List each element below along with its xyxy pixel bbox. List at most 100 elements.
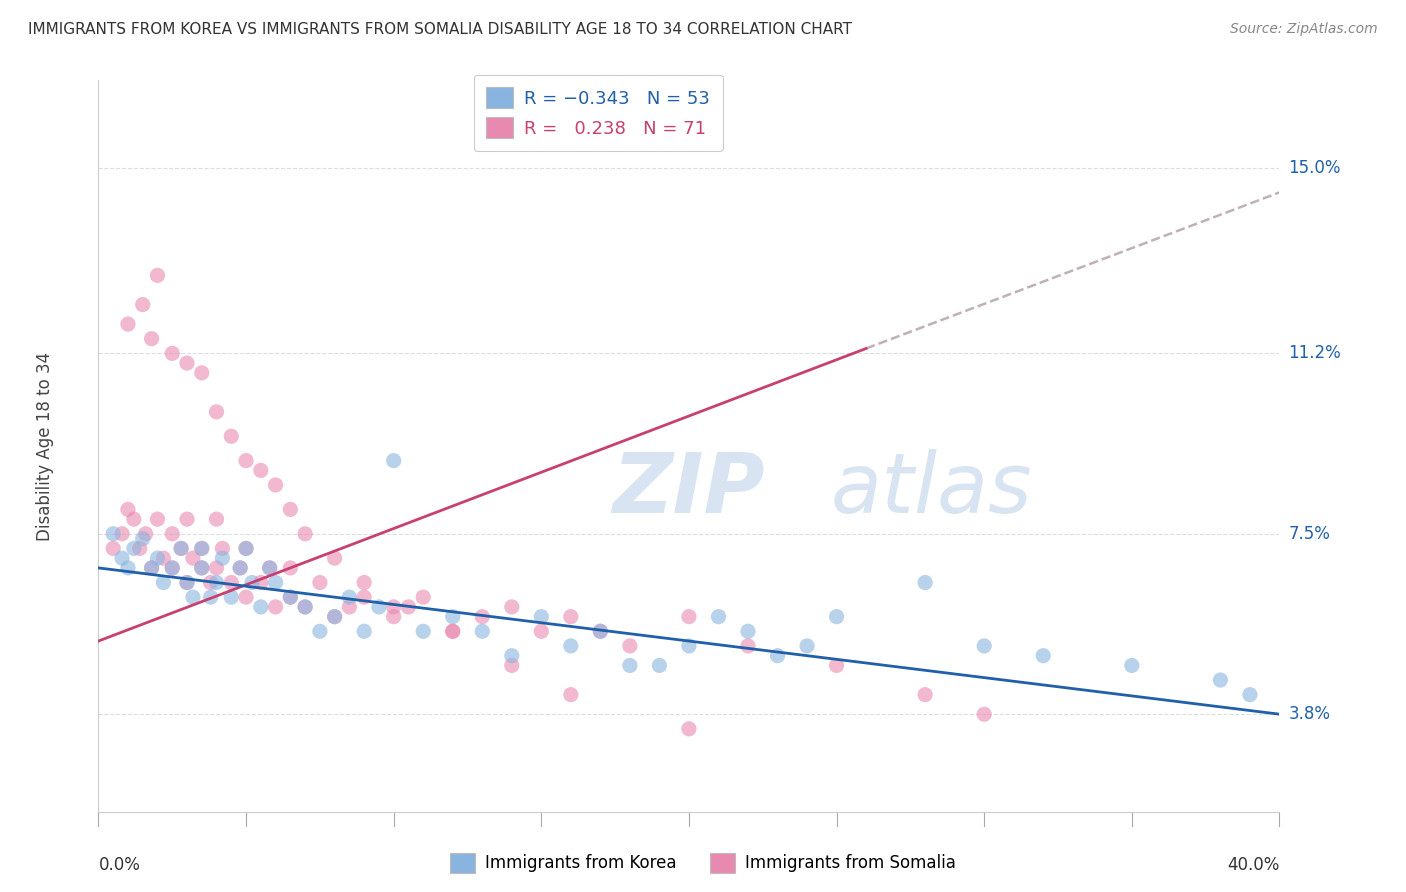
Point	[229, 561, 252, 575]
Point	[235, 541, 257, 556]
Point	[211, 541, 233, 556]
Point	[200, 590, 222, 604]
Point	[103, 526, 125, 541]
Point	[471, 624, 494, 639]
Point	[560, 639, 582, 653]
Point	[501, 599, 523, 614]
Point	[132, 297, 155, 311]
Text: 40.0%: 40.0%	[1227, 855, 1279, 873]
Point	[973, 639, 995, 653]
Point	[170, 541, 193, 556]
Point	[132, 532, 155, 546]
Point	[339, 599, 361, 614]
Point	[589, 624, 612, 639]
Point	[796, 639, 818, 653]
Point	[264, 575, 287, 590]
Point	[368, 599, 391, 614]
Point	[501, 648, 523, 663]
Point	[250, 599, 273, 614]
Point	[259, 561, 281, 575]
Point	[1209, 673, 1232, 687]
Point	[309, 575, 332, 590]
Text: 3.8%: 3.8%	[1288, 706, 1330, 723]
Point	[117, 561, 139, 575]
Point	[205, 512, 228, 526]
Point	[619, 639, 641, 653]
Point	[170, 541, 193, 556]
Point	[309, 624, 332, 639]
Point	[1239, 688, 1261, 702]
Point	[1121, 658, 1143, 673]
Point	[181, 551, 204, 566]
Point	[737, 624, 759, 639]
Point	[205, 575, 228, 590]
Point	[412, 590, 434, 604]
Point	[441, 624, 464, 639]
Text: atlas: atlas	[831, 450, 1032, 531]
Text: Source: ZipAtlas.com: Source: ZipAtlas.com	[1230, 22, 1378, 37]
Point	[353, 590, 375, 604]
Point	[280, 590, 302, 604]
Point	[176, 356, 198, 370]
Text: 15.0%: 15.0%	[1288, 159, 1341, 177]
Point	[294, 599, 316, 614]
Point	[441, 609, 464, 624]
Point	[560, 609, 582, 624]
Point	[146, 268, 169, 283]
Point	[382, 599, 405, 614]
Point	[914, 688, 936, 702]
Point	[264, 599, 287, 614]
Point	[323, 551, 346, 566]
Point	[211, 551, 233, 566]
Legend: Immigrants from Korea, Immigrants from Somalia: Immigrants from Korea, Immigrants from S…	[443, 847, 963, 880]
Point	[825, 609, 848, 624]
Point	[412, 624, 434, 639]
Point	[162, 561, 183, 575]
Point	[264, 478, 287, 492]
Point	[152, 575, 174, 590]
Point	[103, 541, 125, 556]
Point	[221, 590, 243, 604]
Point	[323, 609, 346, 624]
Point	[353, 575, 375, 590]
Point	[250, 575, 273, 590]
Point	[117, 502, 139, 516]
Point	[181, 590, 204, 604]
Point	[122, 512, 145, 526]
Point	[205, 561, 228, 575]
Point	[162, 561, 183, 575]
Point	[122, 541, 145, 556]
Point	[382, 453, 405, 467]
Point	[111, 526, 134, 541]
Point	[205, 405, 228, 419]
Point	[235, 590, 257, 604]
Text: ZIP: ZIP	[613, 450, 765, 531]
Text: 11.2%: 11.2%	[1288, 344, 1341, 362]
Point	[152, 551, 174, 566]
Point	[589, 624, 612, 639]
Point	[141, 561, 163, 575]
Point	[191, 541, 214, 556]
Point	[235, 541, 257, 556]
Text: 7.5%: 7.5%	[1288, 524, 1330, 542]
Text: Disability Age 18 to 34: Disability Age 18 to 34	[37, 351, 55, 541]
Point	[240, 575, 263, 590]
Point	[146, 512, 169, 526]
Point	[1032, 648, 1054, 663]
Point	[162, 346, 183, 360]
Legend: R = −0.343   N = 53, R =   0.238   N = 71: R = −0.343 N = 53, R = 0.238 N = 71	[474, 75, 723, 151]
Point	[707, 609, 730, 624]
Point	[973, 707, 995, 722]
Point	[382, 609, 405, 624]
Point	[501, 658, 523, 673]
Point	[294, 526, 316, 541]
Point	[221, 429, 243, 443]
Point	[560, 688, 582, 702]
Point	[191, 561, 214, 575]
Point	[229, 561, 252, 575]
Point	[117, 317, 139, 331]
Point	[176, 512, 198, 526]
Point	[678, 609, 700, 624]
Point	[280, 502, 302, 516]
Text: IMMIGRANTS FROM KOREA VS IMMIGRANTS FROM SOMALIA DISABILITY AGE 18 TO 34 CORRELA: IMMIGRANTS FROM KOREA VS IMMIGRANTS FROM…	[28, 22, 852, 37]
